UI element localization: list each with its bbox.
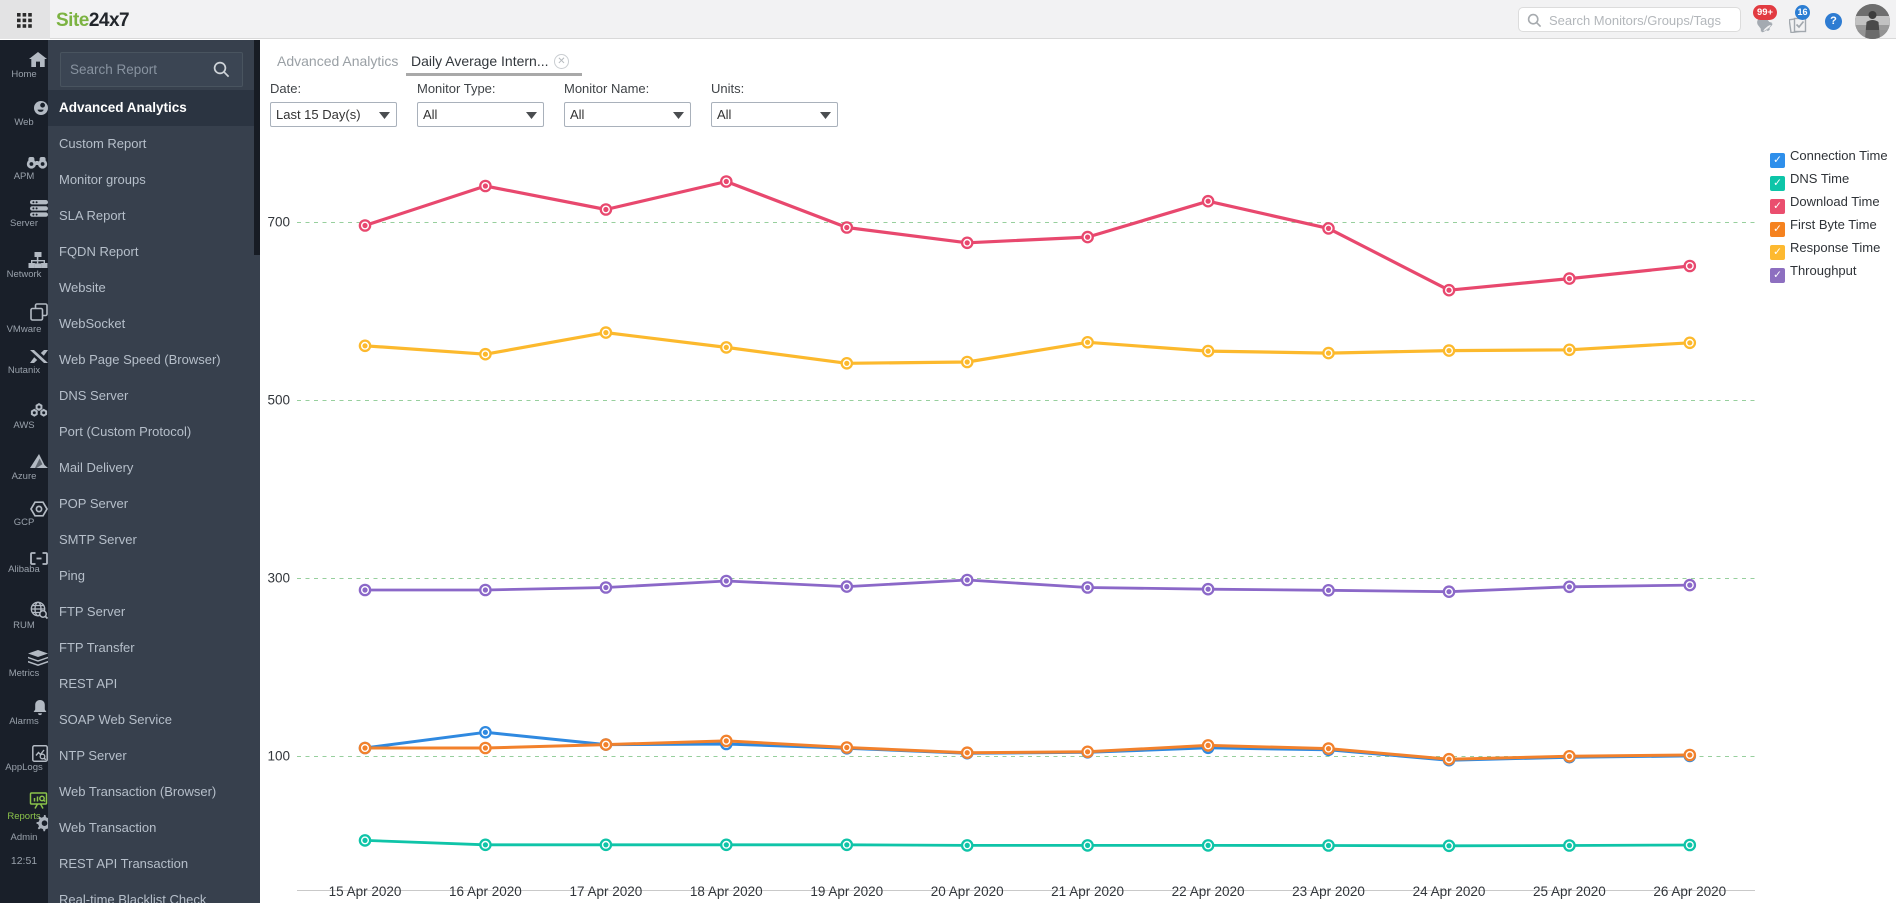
svg-text:19 Apr 2020: 19 Apr 2020 bbox=[810, 884, 883, 899]
svg-text:21 Apr 2020: 21 Apr 2020 bbox=[1051, 884, 1124, 899]
svg-text:20 Apr 2020: 20 Apr 2020 bbox=[931, 884, 1004, 899]
svg-text:300: 300 bbox=[267, 571, 290, 586]
svg-text:18 Apr 2020: 18 Apr 2020 bbox=[690, 884, 763, 899]
svg-text:17 Apr 2020: 17 Apr 2020 bbox=[569, 884, 642, 899]
svg-text:16 Apr 2020: 16 Apr 2020 bbox=[449, 884, 522, 899]
svg-text:700: 700 bbox=[267, 215, 290, 230]
svg-text:24 Apr 2020: 24 Apr 2020 bbox=[1413, 884, 1486, 899]
svg-text:100: 100 bbox=[267, 749, 290, 764]
svg-text:25 Apr 2020: 25 Apr 2020 bbox=[1533, 884, 1606, 899]
svg-text:22 Apr 2020: 22 Apr 2020 bbox=[1172, 884, 1245, 899]
svg-text:23 Apr 2020: 23 Apr 2020 bbox=[1292, 884, 1365, 899]
svg-text:15 Apr 2020: 15 Apr 2020 bbox=[329, 884, 402, 899]
svg-text:26 Apr 2020: 26 Apr 2020 bbox=[1653, 884, 1726, 899]
svg-text:500: 500 bbox=[267, 393, 290, 408]
